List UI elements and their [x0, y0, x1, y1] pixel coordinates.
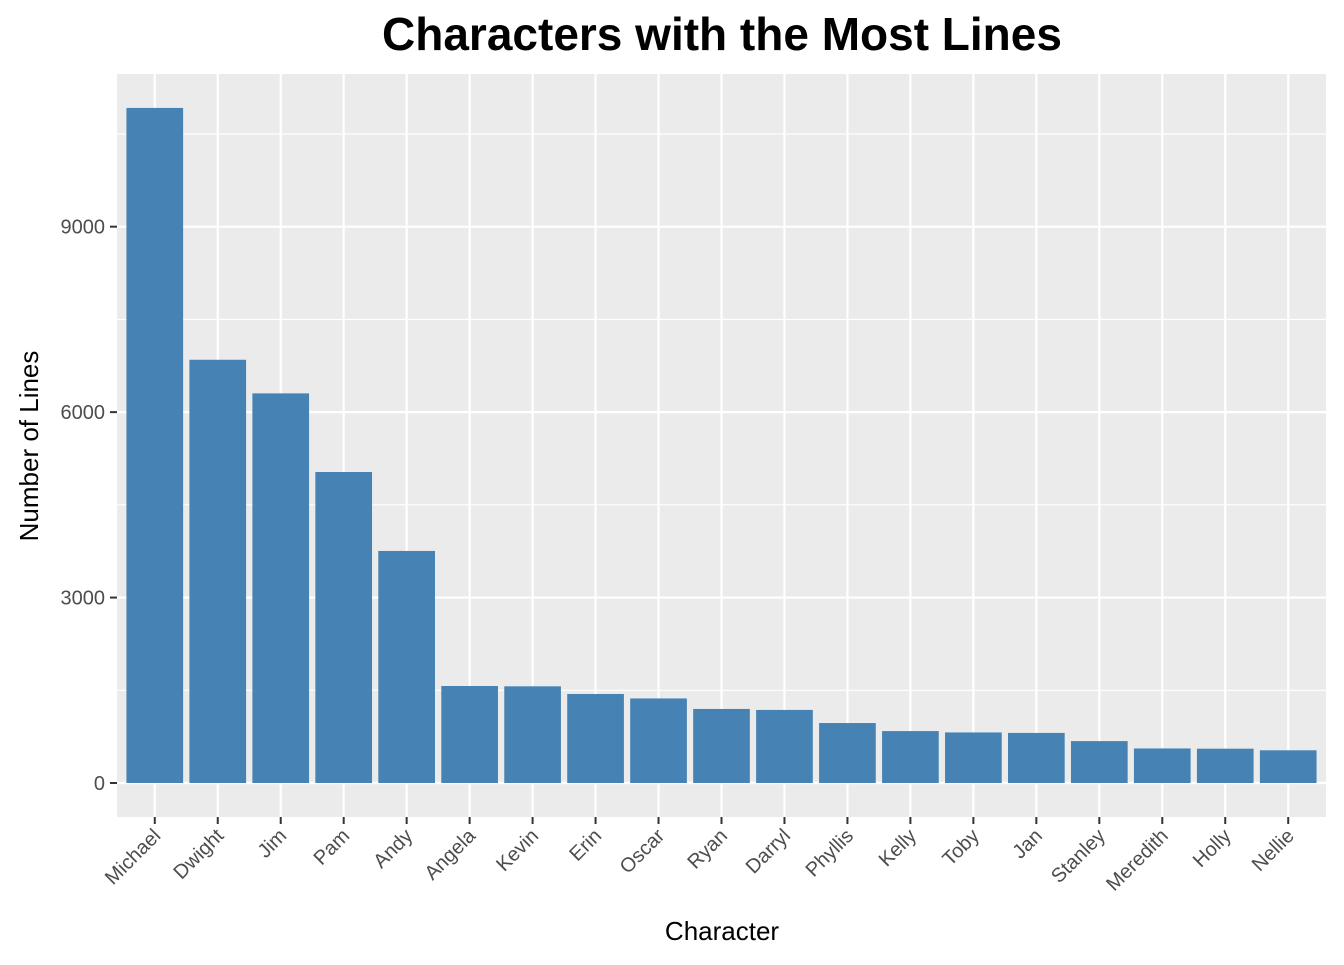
x-tick-label: Phyllis [802, 825, 858, 881]
bar-stanley [1070, 741, 1128, 784]
y-tick-label: 0 [94, 773, 105, 795]
x-tick-label: Stanley [1047, 825, 1110, 888]
x-tick-label: Jan [1009, 825, 1047, 863]
bar-erin [567, 693, 624, 784]
chart-title: Characters with the Most Lines [382, 8, 1062, 60]
x-tick-label: Pam [310, 825, 355, 870]
bar-dwight [189, 359, 247, 784]
x-tick-label: Nellie [1248, 825, 1299, 876]
x-tick-label: Meredith [1102, 825, 1173, 896]
bar-angela [441, 686, 498, 784]
bar-jan [1008, 732, 1065, 784]
x-tick-label: Holly [1189, 825, 1236, 872]
x-tick-label: Kelly [875, 825, 921, 871]
x-tick-label: Andy [369, 825, 417, 873]
bar-meredith [1133, 748, 1191, 784]
bar-andy [378, 550, 435, 784]
bar-pam [315, 472, 373, 784]
y-tick-label: 9000 [61, 217, 106, 239]
bar-nellie [1259, 750, 1317, 784]
x-tick-label: Oscar [616, 825, 670, 879]
bar-jim [252, 393, 310, 784]
x-tick-label: Angela [421, 824, 481, 884]
x-tick-label: Jim [254, 825, 292, 863]
x-tick-label: Kevin [492, 825, 543, 876]
x-tick-label: Ryan [683, 825, 732, 874]
y-axis-label: Number of Lines [14, 351, 44, 542]
bar-phyllis [819, 723, 876, 784]
x-tick-label: Toby [938, 825, 983, 870]
bar-michael [126, 107, 184, 784]
bars [126, 107, 1317, 784]
x-tick-label: Michael [101, 825, 165, 889]
x-axis: Michael Dwight Jim Pam Andy Angela Kevin Erin Os… [101, 817, 1299, 896]
bar-oscar [630, 698, 687, 784]
y-tick-label: 3000 [61, 588, 106, 610]
bar-darryl [756, 709, 813, 784]
y-tick-label: 6000 [61, 402, 106, 424]
y-axis: 0 3000 6000 9000 [61, 217, 117, 795]
x-tick-label: Erin [565, 825, 606, 866]
x-axis-label: Character [665, 916, 779, 946]
bar-holly [1196, 748, 1254, 784]
bar-ryan [693, 708, 750, 784]
bar-kevin [504, 686, 561, 784]
x-tick-label: Darryl [742, 825, 795, 878]
bar-toby [945, 732, 1002, 784]
bar-kelly [882, 731, 939, 784]
x-tick-label: Dwight [169, 825, 228, 884]
